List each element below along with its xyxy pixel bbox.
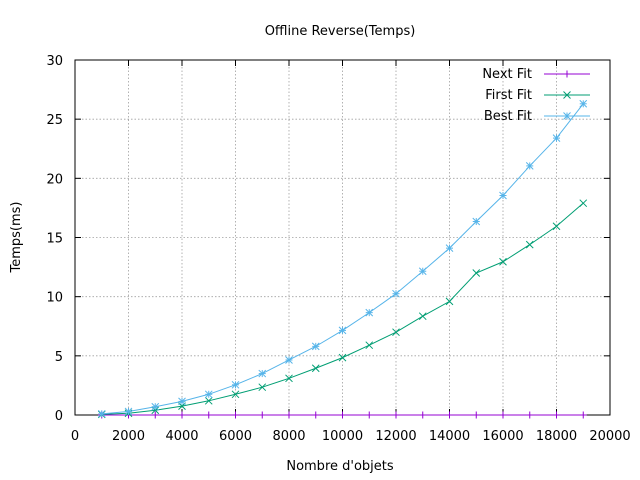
data-point-best-fit [231, 380, 240, 389]
data-point-best-fit [365, 308, 374, 317]
data-point-next-fit [526, 411, 534, 419]
x-tick-label: 14000 [429, 429, 470, 444]
y-tick-label: 0 [55, 409, 63, 424]
data-point-next-fit [285, 411, 293, 419]
data-point-next-fit [339, 411, 346, 419]
data-point-first-fit [418, 312, 427, 321]
legend-marker [563, 112, 571, 120]
data-point-best-fit [472, 217, 481, 226]
data-point-next-fit [312, 411, 320, 419]
data-point-best-fit [204, 390, 213, 399]
data-point-next-fit [151, 411, 159, 419]
x-tick-label: 18000 [536, 429, 577, 444]
data-point-next-fit [472, 411, 480, 419]
data-point-next-fit [205, 411, 213, 419]
y-axis-label: Temps(ms) [9, 202, 24, 274]
data-point-first-fit [365, 341, 374, 350]
data-point-next-fit [499, 411, 507, 419]
chart-title: Offline Reverse(Temps) [265, 24, 416, 39]
data-point-best-fit [445, 244, 454, 253]
data-point-first-fit [231, 390, 240, 399]
data-point-best-fit [258, 369, 267, 378]
legend-item-next-fit: Next Fit [482, 67, 590, 82]
legend-item-first-fit: First Fit [485, 88, 590, 103]
x-tick-label: 12000 [375, 429, 416, 444]
data-point-best-fit [552, 134, 561, 142]
data-point-best-fit [525, 162, 534, 170]
data-point-first-fit [552, 222, 561, 231]
data-point-first-fit [579, 199, 588, 208]
legend-marker [563, 91, 571, 99]
legend-marker [563, 70, 571, 78]
data-point-first-fit [285, 374, 293, 383]
data-point-best-fit [499, 191, 507, 200]
y-tick-label: 25 [46, 113, 63, 128]
data-point-next-fit [178, 411, 186, 419]
data-point-first-fit [311, 364, 320, 373]
data-point-next-fit [258, 411, 266, 419]
series-best-fit [97, 99, 588, 418]
data-point-best-fit [285, 356, 293, 364]
data-point-best-fit [579, 99, 588, 108]
data-point-next-fit [553, 411, 560, 419]
data-point-first-fit [258, 383, 267, 392]
data-point-first-fit [499, 257, 507, 266]
data-point-best-fit [311, 342, 320, 351]
x-tick-label: 8000 [272, 429, 305, 444]
series-line-best-fit [101, 103, 584, 415]
legend-item-best-fit: Best Fit [484, 109, 590, 124]
legend-label: Best Fit [484, 109, 532, 124]
y-tick-labels: 0 5 10 15 20 25 30 [46, 54, 63, 424]
y-tick-label: 20 [46, 172, 63, 187]
grid [75, 60, 610, 415]
data-point-next-fit [446, 411, 453, 419]
data-point-first-fit [338, 353, 347, 362]
data-point-best-fit [178, 397, 186, 406]
y-tick-label: 15 [46, 232, 63, 247]
data-point-next-fit [419, 411, 427, 419]
y-tick-label: 10 [46, 291, 63, 306]
data-point-best-fit [124, 407, 133, 416]
legend-label: Next Fit [482, 67, 532, 82]
x-tick-label: 0 [71, 429, 79, 444]
data-point-best-fit [392, 289, 400, 298]
data-point-best-fit [418, 267, 427, 276]
legend: Next Fit First Fit Best Fit [482, 67, 590, 124]
data-point-best-fit [97, 409, 106, 418]
data-point-first-fit [392, 328, 400, 337]
x-tick-label: 16000 [482, 429, 523, 444]
x-tick-label: 10000 [322, 429, 363, 444]
data-point-best-fit [338, 326, 347, 335]
data-point-first-fit [525, 240, 534, 249]
data-point-first-fit [151, 406, 160, 415]
data-point-next-fit [365, 411, 373, 419]
data-point-first-fit [445, 297, 454, 306]
series-next-fit [98, 411, 587, 419]
x-tick-label: 4000 [165, 429, 198, 444]
y-tick-label: 5 [55, 350, 63, 365]
x-tick-label: 2000 [112, 429, 145, 444]
y-tick-label: 30 [46, 54, 63, 69]
legend-label: First Fit [485, 88, 532, 103]
x-axis-label: Nombre d'objets [286, 459, 394, 474]
data-point-first-fit [204, 396, 213, 405]
x-tick-label: 6000 [219, 429, 252, 444]
data-point-next-fit [232, 411, 239, 419]
data-point-next-fit [392, 411, 400, 419]
data-point-first-fit [472, 269, 481, 277]
x-tick-label: 20000 [589, 429, 630, 444]
data-point-best-fit [151, 402, 160, 411]
x-tick-labels: 0 2000 4000 6000 8000 10000 12000 14000 16000 180… [71, 429, 631, 444]
series [97, 99, 588, 419]
data-point-next-fit [579, 411, 587, 419]
